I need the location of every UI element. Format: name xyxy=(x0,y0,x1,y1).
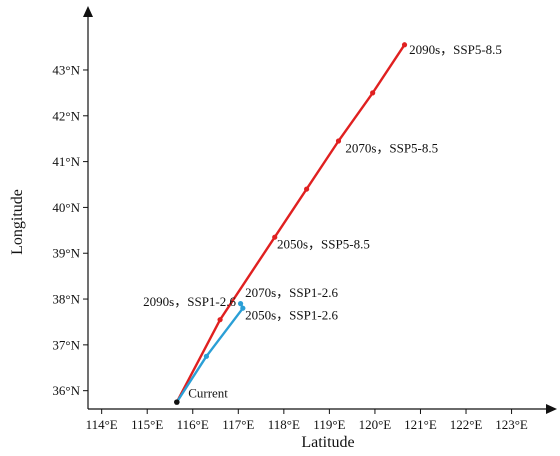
series-2-point xyxy=(203,353,210,359)
annotation-label: 2090s，SSP5-8.5 xyxy=(409,42,502,57)
x-tick-label: 119°E xyxy=(313,417,345,432)
y-tick-label: 40°N xyxy=(52,200,80,215)
annotations: 2090s，SSP5-8.5 2070s，SSP5-8.5 2050s，SSP5-8… xyxy=(143,42,502,401)
x-tick-label: 117°E xyxy=(222,417,254,432)
x-tick-label: 122°E xyxy=(450,417,483,432)
series-2-point xyxy=(237,301,244,307)
y-tick-label: 36°N xyxy=(52,383,80,398)
x-tick-label: 114°E xyxy=(86,417,118,432)
y-tick-label: 41°N xyxy=(52,154,80,169)
series-1-point xyxy=(304,186,310,192)
annotation-label: 2070s，SSP1-2.6 xyxy=(245,285,338,300)
annotation-label: 2050s，SSP1-2.6 xyxy=(245,308,338,323)
y-axis-title: Longitude xyxy=(9,189,26,255)
y-tick-label: 43°N xyxy=(52,62,80,77)
y-ticks: 36°N 37°N 38°N 39°N 40°N 41°N 42°N 43°N xyxy=(52,62,88,398)
annotation-label: 2070s，SSP5-8.5 xyxy=(345,140,438,155)
annotation-label: 2050s，SSP5-8.5 xyxy=(277,237,370,252)
y-tick-label: 39°N xyxy=(52,246,80,261)
series-1-point xyxy=(335,138,342,144)
x-ticks: 114°E 115°E 116°E 117°E 118°E 119°E 120°E 121°E… xyxy=(86,409,528,432)
y-tick-label: 37°N xyxy=(52,337,80,352)
y-axis-arrow-icon xyxy=(83,6,93,17)
y-tick-label: 42°N xyxy=(52,108,80,123)
annotation-label: Current xyxy=(188,386,228,401)
series-lines xyxy=(174,42,408,405)
x-tick-label: 120°E xyxy=(359,417,392,432)
y-tick-label: 38°N xyxy=(52,292,80,307)
x-axis-arrow-icon xyxy=(546,404,557,414)
series-1-point xyxy=(370,90,376,96)
x-tick-label: 121°E xyxy=(404,417,437,432)
x-axis-title: Latitude xyxy=(301,434,354,451)
series-1-point xyxy=(401,42,408,48)
x-tick-label: 123°E xyxy=(495,417,528,432)
annotation-label: 2090s，SSP1-2.6 xyxy=(143,294,236,309)
x-tick-label: 116°E xyxy=(177,417,209,432)
series-2-point xyxy=(240,305,246,311)
axes xyxy=(83,6,557,414)
x-tick-label: 118°E xyxy=(268,417,300,432)
series-1-point xyxy=(217,317,223,323)
series-1-point xyxy=(272,234,278,240)
x-tick-label: 115°E xyxy=(131,417,163,432)
current-point xyxy=(174,399,180,405)
